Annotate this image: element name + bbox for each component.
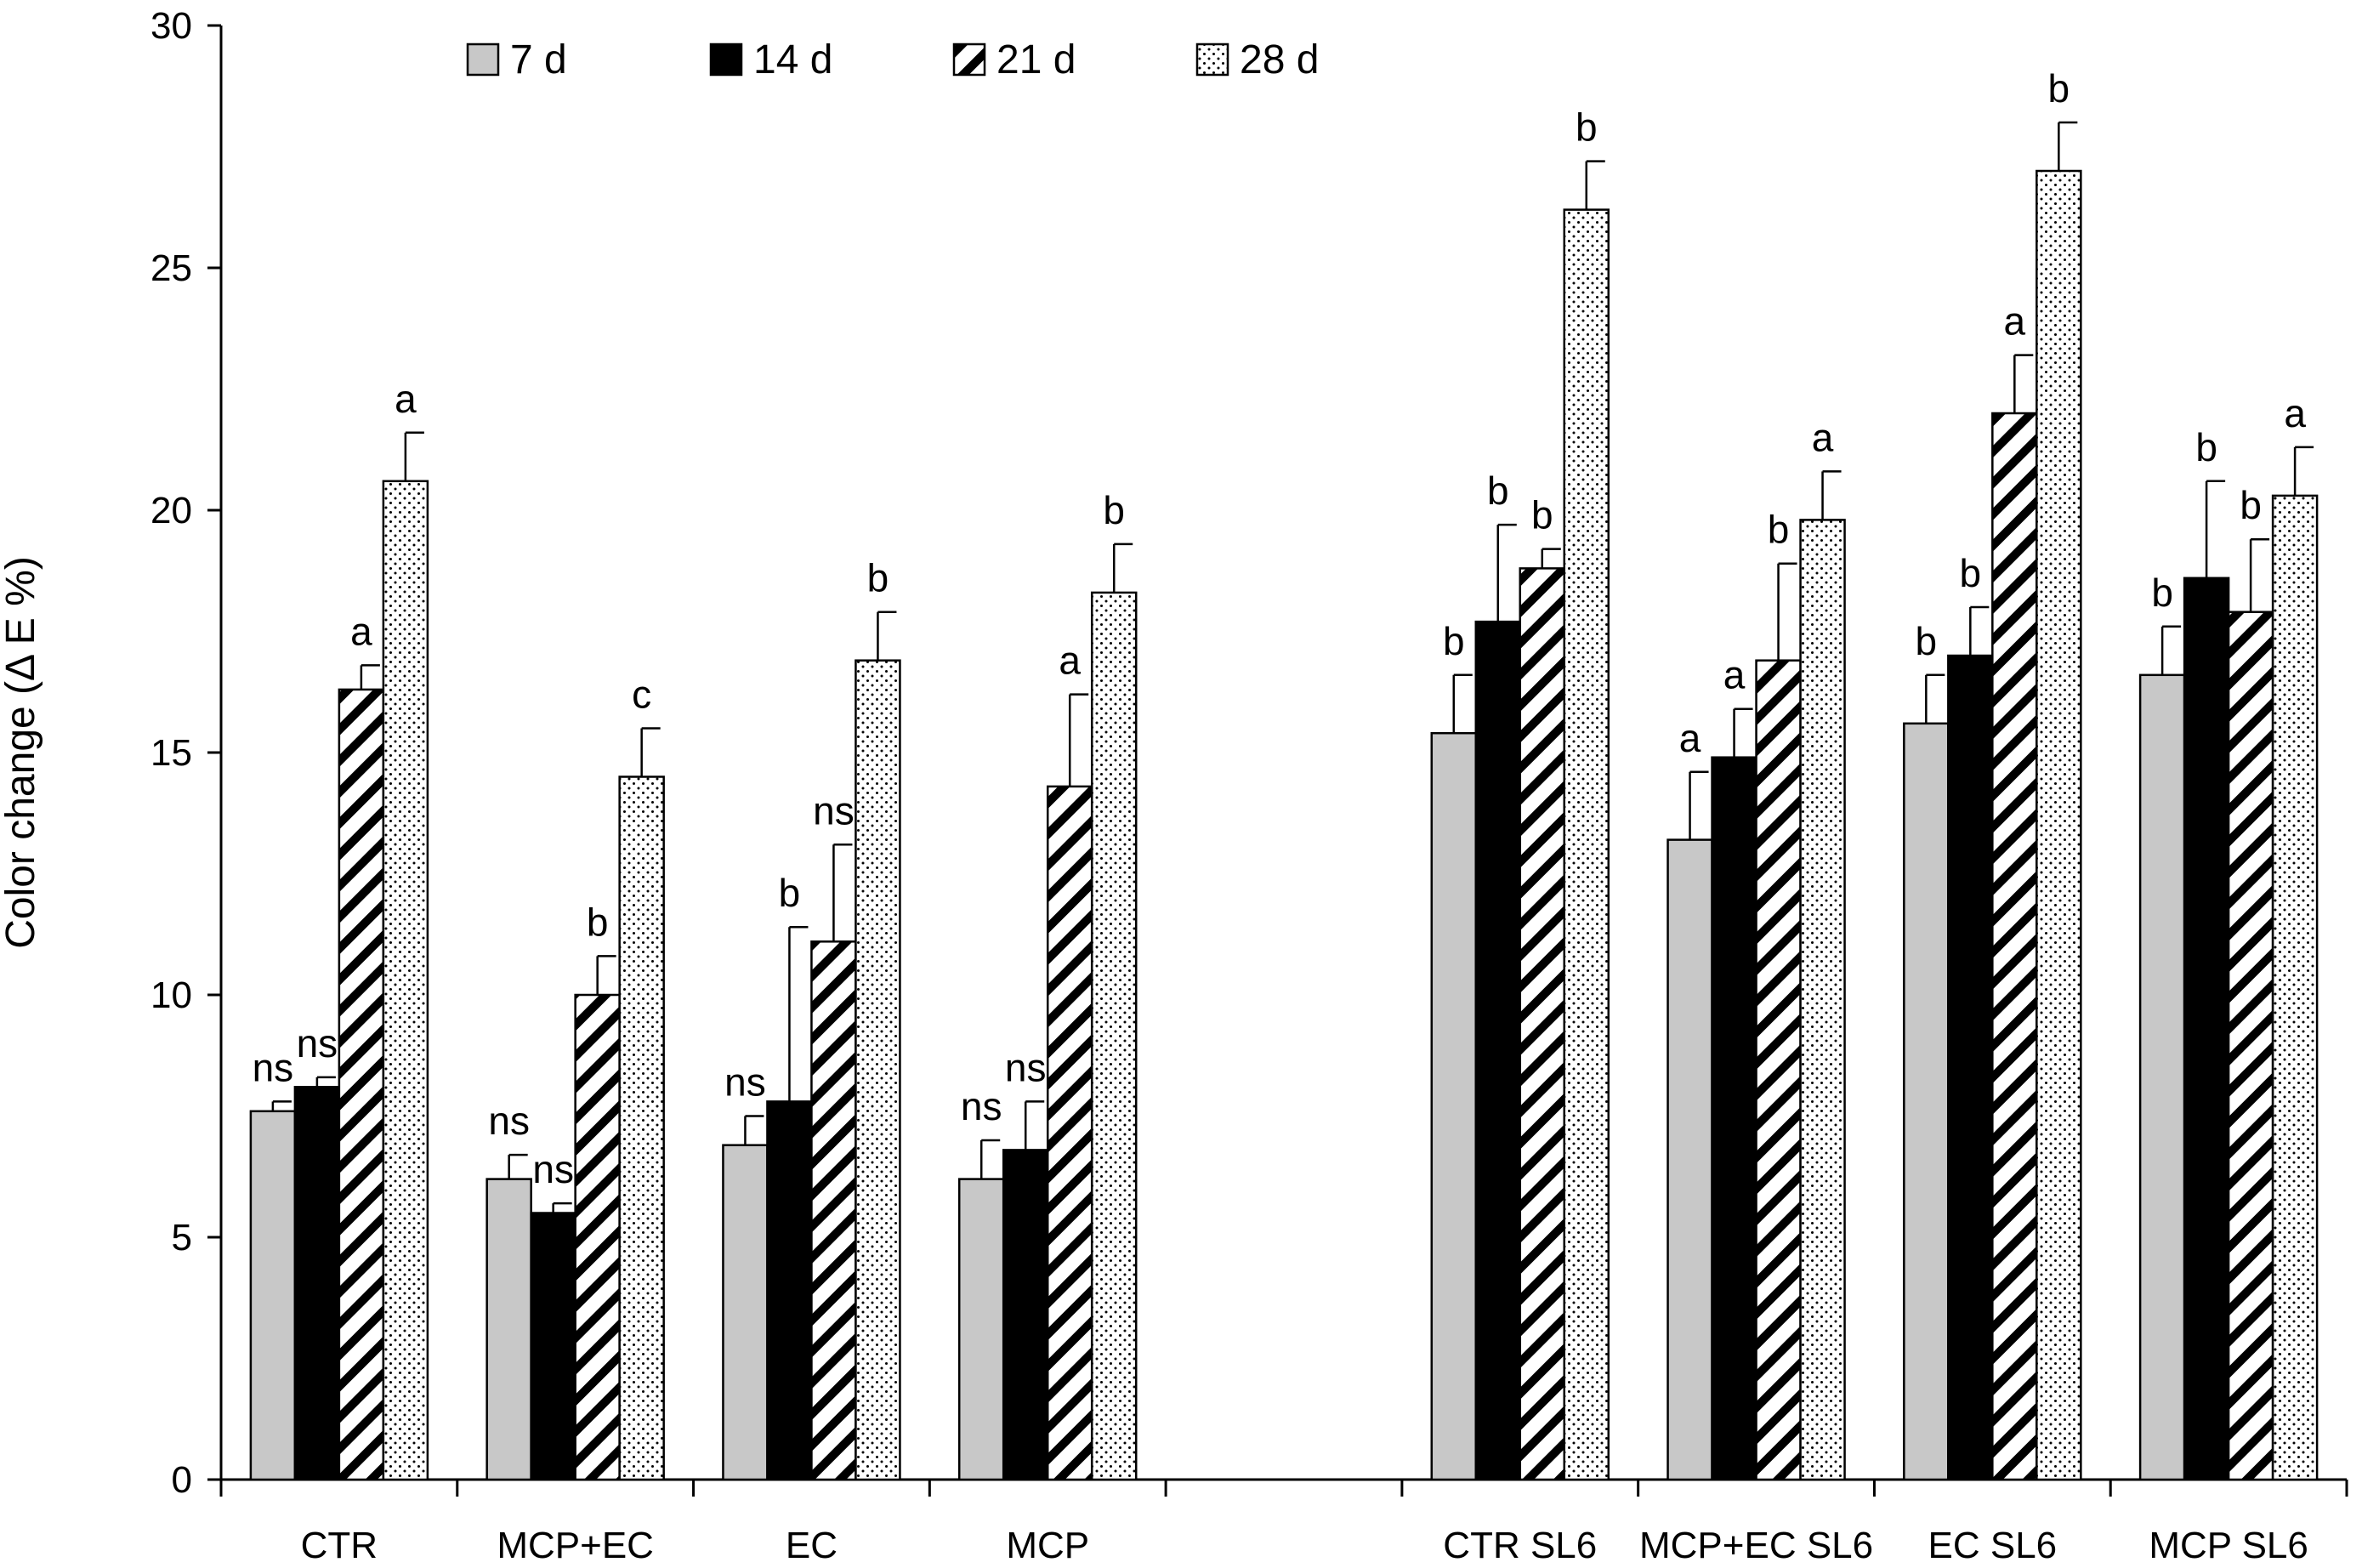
bar <box>1002 1149 1049 1481</box>
bar <box>957 1178 1005 1481</box>
x-tick-label: MCP SL6 <box>2149 1525 2308 1566</box>
significance-label: b <box>1443 619 1465 663</box>
bar <box>382 480 429 1481</box>
significance-label: ns <box>961 1084 1002 1128</box>
x-tick-label: MCP+EC SL6 <box>1639 1525 1873 1566</box>
legend-swatch <box>466 43 500 77</box>
legend-swatch <box>952 43 986 77</box>
bar <box>2183 577 2230 1481</box>
bar <box>2227 611 2274 1481</box>
significance-label: a <box>1679 716 1701 760</box>
significance-label: b <box>2048 66 2070 111</box>
y-tick-label: 20 <box>150 490 192 531</box>
significance-label: ns <box>724 1060 766 1105</box>
significance-label: b <box>1531 493 1553 537</box>
bar <box>1711 756 1757 1481</box>
significance-label: b <box>1487 469 1509 513</box>
x-tick-label: CTR <box>301 1525 378 1566</box>
bar <box>338 688 385 1481</box>
significance-label: b <box>2240 483 2262 527</box>
bar <box>530 1212 576 1481</box>
legend-label: 7 d <box>510 37 567 82</box>
significance-label: ns <box>532 1147 574 1191</box>
bar <box>855 659 901 1481</box>
bar <box>1519 567 1566 1481</box>
bar <box>2138 673 2186 1481</box>
y-tick-label: 25 <box>150 247 192 289</box>
y-axis-label: Color change (Δ E %) <box>0 556 43 949</box>
bar <box>1903 722 1950 1481</box>
significance-label: b <box>587 900 609 944</box>
bar <box>293 1086 341 1481</box>
significance-label: a <box>395 377 417 421</box>
bar <box>1090 591 1138 1481</box>
significance-label: ns <box>813 788 855 832</box>
significance-label: b <box>1916 619 1938 663</box>
x-tick-label: MCP+EC <box>497 1525 654 1566</box>
bar <box>810 940 857 1481</box>
significance-label: c <box>632 673 651 717</box>
bar <box>1799 519 1846 1481</box>
legend-label: 21 d <box>996 37 1076 82</box>
legend-label: 28 d <box>1240 37 1319 82</box>
bar <box>2271 494 2319 1481</box>
x-tick-label: CTR SL6 <box>1443 1525 1597 1566</box>
y-tick-label: 15 <box>150 732 192 774</box>
y-tick-label: 30 <box>150 5 192 47</box>
significance-label: b <box>1960 551 1982 595</box>
significance-label: a <box>2284 391 2306 435</box>
significance-label: ns <box>253 1045 294 1089</box>
legend-label: 14 d <box>753 37 832 82</box>
x-tick-label: EC SL6 <box>1928 1525 2058 1566</box>
y-tick-label: 10 <box>150 974 192 1016</box>
significance-label: b <box>779 871 801 915</box>
bar <box>618 775 665 1481</box>
bar <box>485 1178 532 1481</box>
bar <box>1947 654 1994 1481</box>
bar <box>1474 620 1522 1481</box>
significance-label: b <box>1103 488 1125 532</box>
legend-swatch <box>1195 43 1229 77</box>
bar <box>2036 169 2082 1481</box>
bar <box>1755 659 1802 1481</box>
significance-label: a <box>1723 653 1746 697</box>
bar <box>722 1144 769 1481</box>
y-tick-label: 5 <box>172 1217 192 1258</box>
significance-label: a <box>350 609 372 653</box>
significance-label: ns <box>297 1021 338 1065</box>
bar <box>1046 785 1093 1481</box>
significance-label: b <box>1768 508 1790 552</box>
significance-label: a <box>1059 639 1081 683</box>
significance-label: b <box>2195 425 2217 469</box>
significance-label: ns <box>1005 1045 1047 1089</box>
significance-label: a <box>2004 299 2026 344</box>
bar <box>1563 208 1610 1481</box>
significance-label: a <box>1812 415 1834 459</box>
x-tick-label: EC <box>786 1525 837 1566</box>
bar <box>1666 838 1713 1481</box>
bar <box>1430 731 1478 1481</box>
y-tick-label: 0 <box>172 1459 192 1501</box>
significance-label: b <box>2151 571 2173 615</box>
bar <box>249 1110 297 1481</box>
significance-label: ns <box>488 1099 530 1143</box>
bar <box>1991 412 2038 1481</box>
significance-label: b <box>867 556 889 600</box>
bar <box>574 993 621 1481</box>
legend-swatch <box>709 43 743 77</box>
x-tick-label: MCP <box>1006 1525 1089 1566</box>
bar <box>766 1100 813 1481</box>
significance-label: b <box>1576 105 1598 150</box>
